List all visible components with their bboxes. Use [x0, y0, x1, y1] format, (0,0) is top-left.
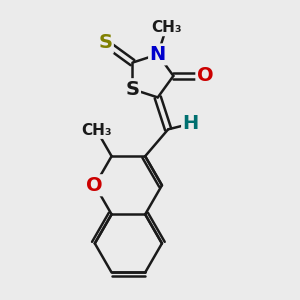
Text: CH₃: CH₃	[81, 123, 112, 138]
Text: O: O	[197, 66, 214, 85]
Text: H: H	[183, 114, 199, 133]
Text: N: N	[150, 45, 166, 64]
Text: O: O	[86, 176, 103, 195]
Text: S: S	[98, 33, 112, 52]
Text: CH₃: CH₃	[151, 20, 182, 35]
Text: S: S	[125, 80, 140, 99]
